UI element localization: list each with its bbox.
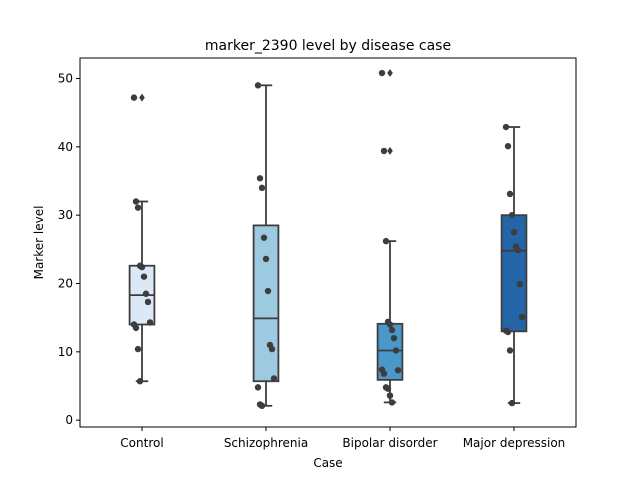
outlier-marker <box>139 93 145 102</box>
data-point <box>380 147 388 155</box>
data-point <box>142 290 150 297</box>
data-point <box>132 198 140 205</box>
plot-frame <box>79 57 577 428</box>
chart-title: marker_2390 level by disease case <box>205 38 451 54</box>
data-point <box>134 345 142 353</box>
data-point <box>506 347 514 354</box>
data-point <box>262 255 270 263</box>
data-point <box>260 234 268 241</box>
data-point <box>254 384 262 391</box>
data-point <box>384 385 392 392</box>
data-point <box>504 142 512 150</box>
x-tick-label: Control <box>120 436 163 450</box>
data-point <box>380 370 388 377</box>
data-point <box>378 69 386 77</box>
data-point <box>506 190 514 198</box>
data-point <box>504 328 512 336</box>
data-point <box>388 326 396 334</box>
data-point <box>268 345 276 353</box>
data-point <box>510 229 518 236</box>
data-point <box>270 375 278 382</box>
box-schizophrenia <box>252 224 280 383</box>
data-point <box>132 324 140 332</box>
y-tick-label: 50 <box>58 72 73 86</box>
data-point <box>516 280 524 288</box>
x-tick-label: Bipolar disorder <box>342 436 437 450</box>
x-axis-label: Case <box>313 456 342 470</box>
data-point <box>146 319 154 326</box>
x-tick-label: Schizophrenia <box>224 436 308 450</box>
outlier-marker <box>387 69 393 78</box>
data-point <box>508 211 516 219</box>
data-point <box>502 123 510 131</box>
data-point <box>144 298 152 306</box>
x-tick-label: Major depression <box>463 436 566 450</box>
y-axis: 0 10 20 30 40 50 <box>58 72 80 427</box>
y-tick-label: 30 <box>58 208 73 222</box>
data-point <box>134 204 142 211</box>
data-point <box>392 347 400 354</box>
data-point <box>382 237 390 245</box>
data-point <box>518 313 526 321</box>
data-point <box>514 246 522 254</box>
data-point <box>138 263 146 271</box>
data-point <box>258 402 266 410</box>
outlier-marker <box>387 146 393 155</box>
data-point <box>394 367 402 374</box>
data-point <box>140 273 148 280</box>
data-point <box>386 321 394 328</box>
data-point <box>258 184 266 192</box>
y-tick-label: 20 <box>58 277 73 291</box>
data-point <box>508 399 516 407</box>
data-point <box>256 175 264 182</box>
points-layer <box>130 69 526 410</box>
x-axis: Control Schizophrenia Bipolar disorder Majo… <box>120 427 565 450</box>
y-tick-label: 40 <box>58 140 73 154</box>
data-point <box>136 378 144 385</box>
data-point <box>388 399 396 406</box>
y-tick-label: 10 <box>58 345 73 359</box>
data-point <box>386 392 394 399</box>
data-point <box>254 82 262 89</box>
y-tick-label: 0 <box>65 413 73 427</box>
data-point <box>264 287 272 295</box>
data-point <box>390 334 398 342</box>
data-point <box>130 94 138 101</box>
y-axis-label: Marker level <box>32 206 46 280</box>
